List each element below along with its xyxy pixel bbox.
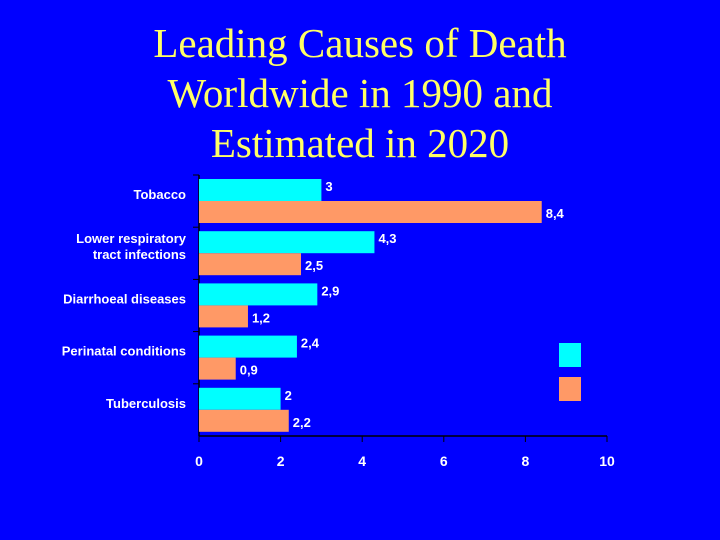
x-tick-label: 4 — [358, 453, 366, 469]
bar-1990 — [199, 283, 318, 306]
x-tick-label: 0 — [195, 453, 203, 469]
bar-2020 — [199, 409, 289, 432]
category-label: Tobacco — [134, 187, 187, 202]
legend-swatch-1990 — [559, 343, 581, 367]
title-line-3: Estimated in 2020 — [210, 120, 510, 166]
bar-2020 — [199, 357, 236, 380]
category-label: Diarrhoeal diseases — [63, 291, 186, 306]
bar-value-label: 8,4 — [546, 206, 565, 221]
bar-value-label: 4,3 — [378, 231, 396, 246]
title-line-1: Leading Causes of Death — [153, 20, 567, 66]
bar-value-label: 0,9 — [240, 363, 258, 378]
x-tick-label: 6 — [440, 453, 448, 469]
chart-title: Leading Causes of Death Worldwide in 199… — [0, 18, 720, 168]
bar-value-label: 2,4 — [301, 336, 320, 351]
category-label: Perinatal conditions — [62, 344, 186, 359]
x-tick-label: 10 — [599, 453, 615, 469]
bar-1990 — [199, 387, 281, 410]
category-label: Lower respiratory — [76, 231, 187, 246]
bar-1990 — [199, 335, 297, 358]
bar-1990 — [199, 231, 375, 254]
x-tick-label: 2 — [277, 453, 285, 469]
title-line-2: Worldwide in 1990 and — [167, 70, 553, 116]
bar-value-label: 1,2 — [252, 310, 270, 325]
bar-value-label: 2,9 — [321, 283, 339, 298]
category-label: tract infections — [93, 247, 186, 262]
x-tick-label: 8 — [522, 453, 530, 469]
bar-value-label: 3 — [325, 179, 332, 194]
bar-value-label: 2 — [285, 388, 292, 403]
legend-swatch-2020 — [559, 377, 581, 401]
bar-2020 — [199, 201, 542, 223]
bar-value-label: 2,5 — [305, 258, 323, 273]
bar-2020 — [199, 253, 301, 276]
bar-1990 — [199, 179, 322, 201]
category-label: Tuberculosis — [106, 396, 186, 411]
bar-value-label: 2,2 — [293, 415, 311, 430]
bar-2020 — [199, 305, 248, 328]
